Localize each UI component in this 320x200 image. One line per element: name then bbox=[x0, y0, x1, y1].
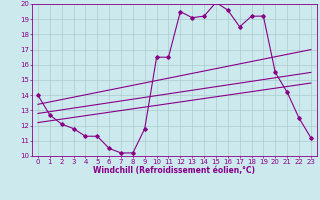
X-axis label: Windchill (Refroidissement éolien,°C): Windchill (Refroidissement éolien,°C) bbox=[93, 166, 255, 175]
